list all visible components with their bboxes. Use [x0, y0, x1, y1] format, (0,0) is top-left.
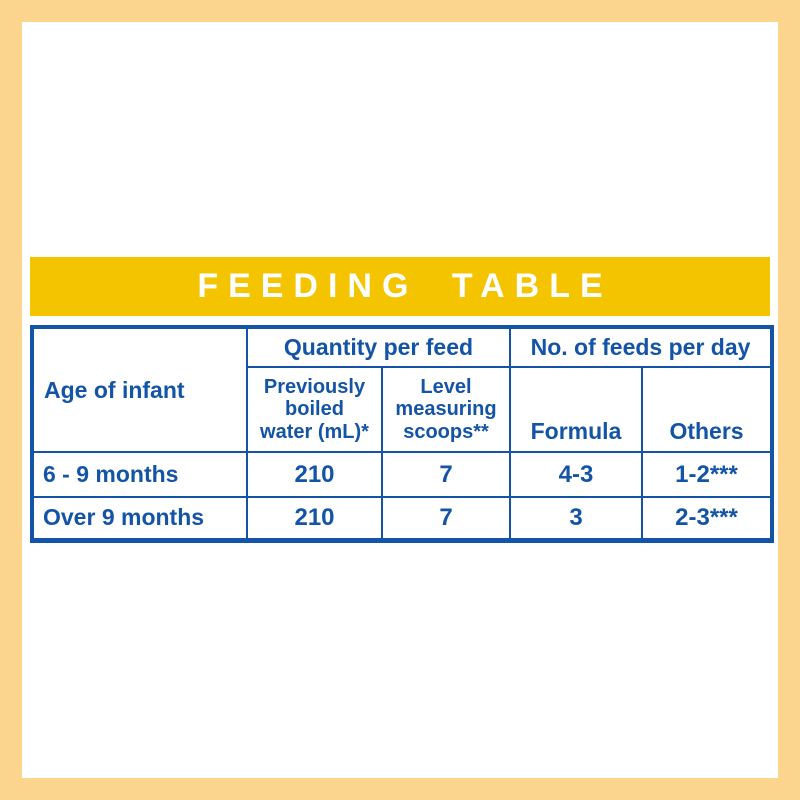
feeding-table-banner: FEEDING TABLE [30, 257, 770, 316]
cell-scoops: 7 [381, 451, 511, 498]
sub-header-boiled-water: Previously boiled water (mL)* [246, 366, 383, 453]
cell-scoops: 7 [381, 496, 511, 541]
sub-header-formula: Formula [509, 366, 643, 453]
table-sub-header-row: Previously boiled water (mL)* Level meas… [32, 366, 774, 453]
table-row: 6 - 9 months 210 7 4-3 1-2*** [31, 451, 774, 498]
cell-water-ml: 210 [246, 451, 383, 498]
cell-water-ml: 210 [246, 496, 383, 541]
cell-formula-feeds: 4-3 [509, 451, 643, 498]
group-header-feeds-per-day: No. of feeds per day [508, 326, 774, 368]
cell-age-range: Over 9 months [31, 496, 248, 541]
feeding-table: Age of infant Quantity per feed No. of f… [30, 325, 775, 543]
label-content-area: FEEDING TABLE Age of infant Quantity per… [22, 22, 778, 778]
cell-formula-feeds: 3 [509, 496, 643, 541]
cell-other-feeds: 1-2*** [640, 451, 774, 498]
group-header-quantity-per-feed: Quantity per feed [246, 326, 511, 368]
sub-header-measuring-scoops: Level measuring scoops** [381, 366, 511, 453]
table-row: Over 9 months 210 7 3 2-3*** [31, 496, 774, 541]
banner-title: FEEDING TABLE [197, 267, 613, 305]
cell-age-range: 6 - 9 months [31, 451, 248, 498]
sub-header-others: Others [640, 366, 774, 453]
header-age-of-infant: Age of infant [31, 326, 248, 453]
table-group-header-row: Age of infant Quantity per feed No. of f… [31, 326, 774, 453]
cell-other-feeds: 2-3*** [640, 496, 774, 541]
